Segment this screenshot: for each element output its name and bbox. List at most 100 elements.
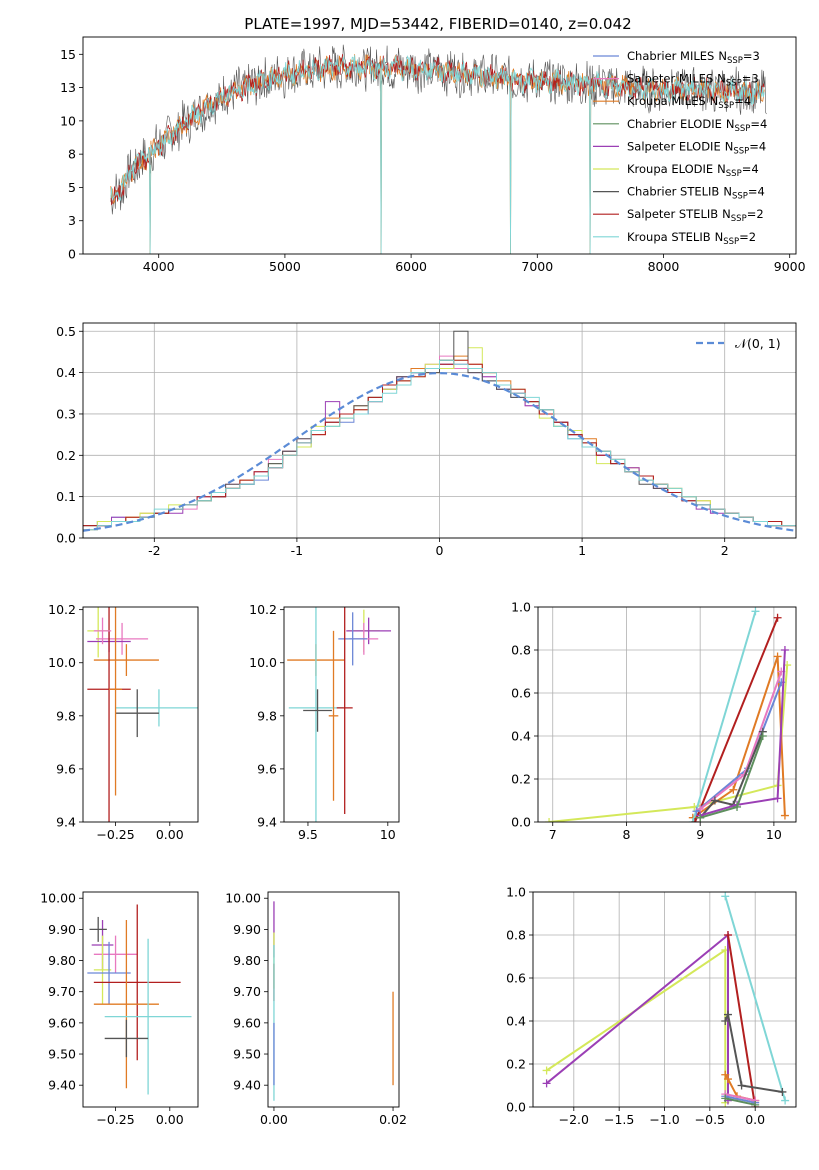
legend-nssp-prefix: N: [726, 117, 735, 131]
mass-weight-marker: [542, 1079, 551, 1088]
panel-mass-vs-EBV: 0.00 0.02 9.40 9.50 9.60 9.70 9.80 9.90 10.00: [225, 891, 407, 1127]
axes-frame: [537, 606, 797, 823]
x-tick-label: 1: [578, 543, 586, 558]
x-tick-label: −0.25: [96, 1112, 134, 1127]
errorbar-point: [288, 607, 344, 822]
mass-weight-line-salpeter-stelib: [694, 617, 779, 822]
legend-nssp-value: 4: [758, 185, 765, 199]
mass-weight-line-salpeter-stelib: [727, 934, 757, 1107]
legend-nssp-prefix: N: [710, 94, 719, 108]
mass-weight-marker: [688, 818, 697, 822]
legend-entry: Salpeter MILES NSSP=3: [627, 72, 759, 89]
legend-model-name: Salpeter MILES: [627, 72, 713, 86]
y-tick-label: 0.0: [511, 815, 531, 830]
mass-weight-marker: [721, 1017, 730, 1025]
mass-weight-marker: [751, 607, 760, 616]
y-tick-label: 13: [60, 80, 76, 95]
x-tick-label: 4000: [143, 259, 175, 274]
mass-weight-marker: [773, 652, 782, 661]
legend-nssp-prefix: N: [723, 185, 732, 199]
y-tick-label: 9.6: [257, 761, 277, 776]
plot-area: [273, 901, 394, 1101]
mass-weight-marker: [773, 613, 782, 622]
y-tick-label: 9.40: [48, 1078, 76, 1093]
legend-nssp-prefix: N: [715, 230, 724, 244]
x-tick-label: 0.00: [156, 1112, 184, 1127]
y-tick-label: 0.2: [56, 448, 76, 463]
y-tick-label: 10.2: [48, 602, 76, 617]
legend-nssp-sub: SSP: [727, 56, 743, 66]
y-tick-label: 0.2: [511, 772, 531, 787]
y-tick-label: 5: [68, 180, 76, 195]
y-tick-label: 9.4: [257, 815, 277, 830]
mass-weight-marker: [729, 785, 738, 794]
mass-weight-line-salpeter-miles: [725, 1093, 756, 1102]
legend-nssp-sub: SSP: [718, 101, 734, 111]
errorbar-point: [104, 1019, 149, 1058]
mass-weight-marker: [723, 1010, 732, 1019]
y-tick-label: 9.40: [233, 1078, 261, 1093]
errorbar-point: [96, 622, 149, 655]
legend-nssp-sub: SSP: [732, 192, 748, 202]
mass-weight-marker: [721, 892, 730, 901]
x-tick-label: 7: [549, 827, 557, 842]
plot-area: [110, 44, 767, 254]
legend-equals: =: [742, 162, 752, 176]
legend-equals: =: [747, 207, 757, 221]
panel-age-vs-mass: 9.5 10 9.4 9.6 9.8 10.0 10.2: [249, 602, 400, 842]
mass-weight-marker: [542, 1066, 551, 1075]
legend-entry: Salpeter STELIB NSSP=2: [627, 207, 764, 224]
plot-area: [87, 607, 198, 822]
mass-weight-marker: [780, 646, 789, 654]
panel-massweight-vs-Z: −2.0 −1.5 −1.0 −0.5 0.0 0.0 0.2 0.4 0.6 0.8 1.0: [506, 885, 797, 1127]
legend-equals: =: [734, 94, 744, 108]
errorbar-point: [115, 689, 198, 727]
mass-weight-marker: [721, 1070, 730, 1079]
x-tick-label: 0.00: [156, 827, 184, 842]
y-tick-label: 1.0: [511, 600, 531, 615]
legend-model-name: Kroupa STELIB: [627, 230, 711, 244]
y-tick-label: 0.4: [56, 365, 76, 380]
y-tick-label: 10.00: [225, 891, 261, 906]
y-tick-label: 10.0: [249, 655, 277, 670]
y-tick-label: 0.6: [506, 971, 526, 986]
errorbar-point: [89, 916, 107, 942]
y-tick-label: 0.4: [506, 1014, 526, 1029]
y-tick-label: 9.60: [233, 1015, 261, 1030]
legend-nssp-value: 3: [751, 72, 758, 86]
legend-nssp-sub: SSP: [734, 124, 750, 134]
legend-nssp-sub: SSP: [733, 146, 749, 156]
errorbar-point: [93, 904, 181, 1061]
mass-weight-marker: [691, 818, 700, 822]
x-tick-label: 7000: [521, 259, 553, 274]
legend-entry: Kroupa MILES NSSP=4: [627, 94, 751, 111]
mass-weight-marker: [778, 1087, 787, 1096]
legend-nssp-prefix: N: [725, 139, 734, 153]
mass-weight-line-chabrier-elodie: [725, 1097, 756, 1106]
mass-weight-line-kroupa-stelib: [691, 611, 757, 822]
x-tick-label: −0.5: [695, 1112, 725, 1127]
errorbar-point: [93, 617, 112, 645]
y-tick-label: 9.90: [233, 922, 261, 937]
legend-entry: Chabrier ELODIE NSSP=4: [627, 117, 767, 134]
y-tick-label: 0.4: [511, 729, 531, 744]
y-tick-label: 0.2: [506, 1057, 526, 1072]
legend-nssp-value: 4: [751, 162, 758, 176]
y-tick-label: 0.1: [56, 489, 76, 504]
plot-area: [542, 892, 790, 1107]
legend-nssp-sub: SSP: [731, 214, 747, 224]
axes-frame: [82, 891, 199, 1108]
axes-frame: [82, 36, 797, 255]
mass-weight-marker: [781, 1096, 790, 1105]
histogram-kroupa-stelib: [83, 359, 796, 538]
x-tick-label: −1.0: [649, 1112, 679, 1127]
y-tick-label: 15: [60, 47, 76, 62]
legend-nssp-prefix: N: [717, 162, 726, 176]
legend-nssp-value: 4: [759, 139, 766, 153]
y-tick-label: 0.8: [506, 928, 526, 943]
errorbar-point: [328, 630, 339, 801]
legend-nssp-value: 4: [744, 94, 751, 108]
x-tick-label: −2.0: [559, 1112, 589, 1127]
legend-model-name: Kroupa ELODIE: [627, 162, 713, 176]
